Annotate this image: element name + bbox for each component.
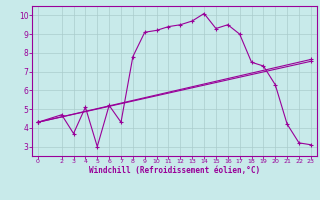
X-axis label: Windchill (Refroidissement éolien,°C): Windchill (Refroidissement éolien,°C) xyxy=(89,166,260,175)
